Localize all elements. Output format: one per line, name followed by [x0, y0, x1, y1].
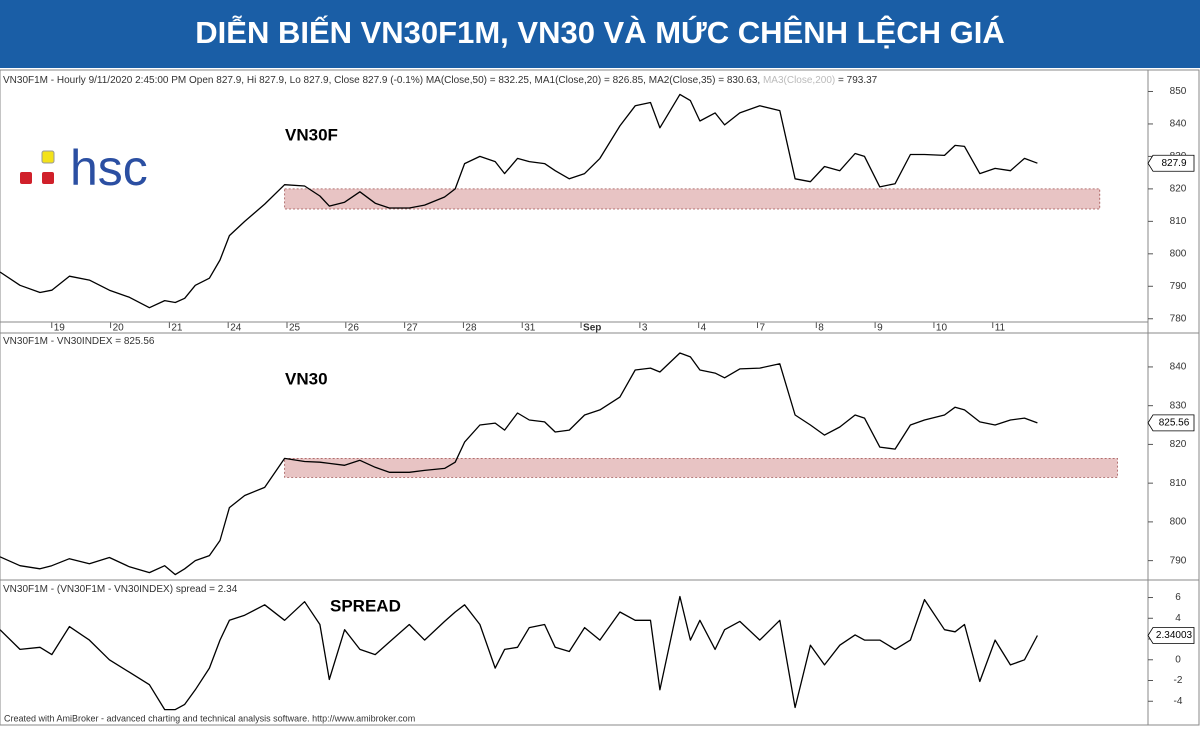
header-part: VN30F1M - (VN30F1M - VN30INDEX) spread =…: [3, 584, 238, 595]
header-part: MA3(Close,200): [763, 75, 835, 86]
x-tick-label: 7: [759, 323, 765, 334]
x-tick-label: 25: [289, 323, 301, 334]
y-tick-label: 850: [1170, 86, 1187, 97]
y-tick-label: 790: [1170, 555, 1187, 566]
header-part: VN30F1M - VN30INDEX = 825.56: [3, 336, 155, 347]
last-value-badge: [1147, 627, 1195, 644]
support-zone: [284, 457, 1118, 478]
support-zone: [284, 188, 1101, 210]
last-value-badge: [1147, 154, 1195, 172]
x-tick-label: 19: [54, 323, 66, 334]
price-line: [0, 595, 1038, 711]
banner: [0, 0, 1200, 68]
x-tick-label: 8: [818, 323, 824, 334]
y-tick-label: 6: [1175, 592, 1181, 603]
x-tick-label: 9: [877, 323, 883, 334]
y-tick-label: 0: [1175, 654, 1181, 665]
x-tick-label: 28: [465, 323, 477, 334]
pane-header: VN30F1M - VN30INDEX = 825.56: [3, 336, 155, 347]
footer: Created with AmiBroker - advanced charti…: [4, 713, 415, 723]
x-tick-label: 21: [171, 323, 183, 334]
x-tick-label: 10: [936, 323, 948, 334]
last-value-label: 2.34003: [1156, 630, 1193, 641]
x-tick-label: 26: [348, 323, 360, 334]
y-tick-label: 810: [1170, 216, 1187, 227]
price-line: [0, 352, 1038, 576]
pane-header: VN30F1M - (VN30F1M - VN30INDEX) spread =…: [3, 584, 238, 595]
x-tick-label: 11: [995, 323, 1006, 334]
y-tick-label: 830: [1170, 400, 1187, 411]
pane-label: SPREAD: [330, 596, 401, 615]
y-tick-label: -4: [1174, 696, 1183, 707]
y-tick-label: -2: [1174, 675, 1183, 686]
last-value-label: 825.56: [1159, 418, 1190, 429]
x-tick-label: 4: [701, 323, 707, 334]
y-tick-label: 810: [1170, 478, 1187, 489]
x-tick-label: 27: [407, 323, 419, 334]
x-tick-label: 20: [113, 323, 125, 334]
last-value-label: 827.9: [1161, 158, 1186, 169]
price-line: [0, 93, 1038, 309]
x-tick-label: 24: [230, 323, 242, 334]
header-part: = 793.37: [838, 75, 878, 86]
x-tick-label: 3: [642, 323, 648, 334]
pane-label: VN30F: [285, 125, 338, 144]
logo-square: [20, 172, 32, 184]
header-part: VN30F1M - Hourly 9/11/2020 2:45:00 PM Op…: [3, 75, 760, 86]
y-tick-label: 840: [1170, 119, 1187, 130]
pane-header: VN30F1M - Hourly 9/11/2020 2:45:00 PM Op…: [3, 75, 878, 86]
logo-square: [42, 172, 54, 184]
y-tick-label: 800: [1170, 248, 1187, 259]
pane-label: VN30: [285, 369, 328, 388]
x-tick-label: Sep: [583, 323, 601, 334]
chart-frame: [0, 69, 1200, 726]
y-tick-label: 790: [1170, 281, 1187, 292]
y-tick-label: 820: [1170, 184, 1187, 195]
y-tick-label: 840: [1170, 362, 1187, 373]
banner-title: DIỄN BIẾN VN30F1M, VN30 VÀ MỨC CHÊNH LỆC…: [195, 14, 1004, 50]
last-value-badge: [1147, 414, 1195, 432]
y-tick-label: 820: [1170, 439, 1187, 450]
x-tick-label: 31: [524, 323, 536, 334]
y-tick-label: 800: [1170, 517, 1187, 528]
y-tick-label: 4: [1175, 613, 1181, 624]
logo-square: [41, 150, 55, 164]
logo: hsc: [70, 140, 148, 196]
y-tick-label: 780: [1170, 313, 1187, 324]
